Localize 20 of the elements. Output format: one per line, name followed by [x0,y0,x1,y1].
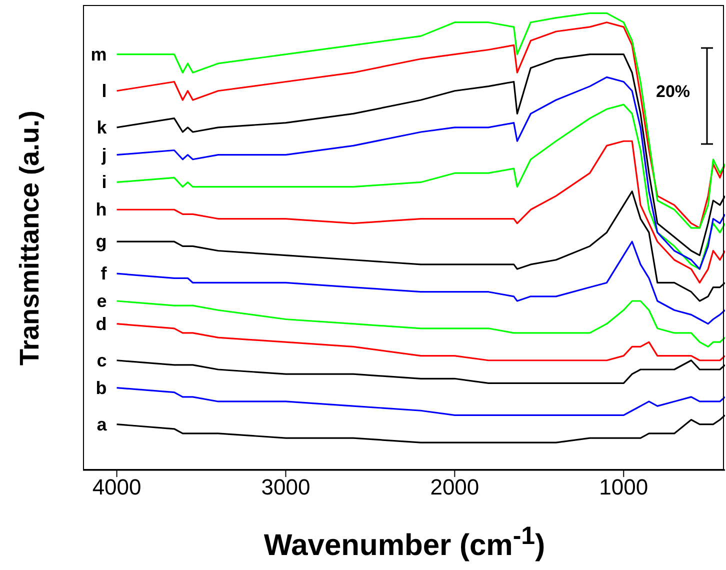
series-label: k [96,117,108,138]
series-label: m [90,44,107,64]
x-tick-label: 2000 [430,474,480,500]
series-label: b [96,378,107,398]
series-label: e [96,290,107,311]
series-label: a [96,414,108,434]
series-label: l [102,80,107,101]
annotation: 20% [656,82,690,102]
series-label: f [100,264,108,284]
series-label: h [96,200,107,220]
y-axis-title: Transmittance (a.u.) [14,110,46,366]
series-label: i [102,172,107,192]
x-axis-title: Wavenumber (cm$^{-1}$) [262,522,546,563]
series-label: j [100,144,107,165]
series-label: c [96,350,107,370]
x-tick-label: 1000 [599,474,648,500]
series-label: d [96,314,107,334]
x-tick-label: 3000 [261,474,310,500]
x-tick-label: 4000 [92,474,142,500]
series-label: g [96,232,107,252]
